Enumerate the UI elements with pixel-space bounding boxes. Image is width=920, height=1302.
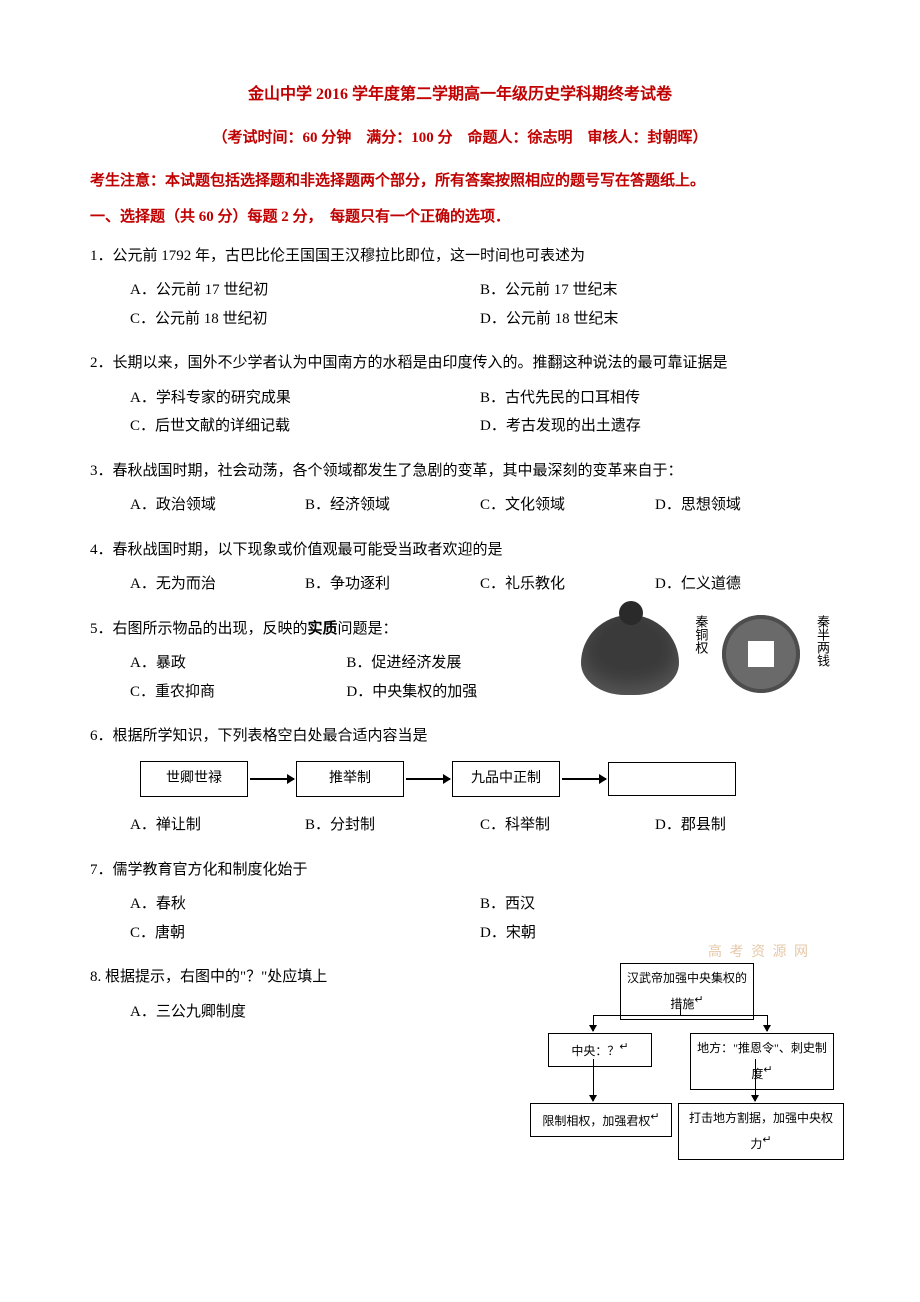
diagram-root: 汉武帝加强中央集权的措施↵ (620, 963, 754, 1020)
q5-stem-post: 问题是： (338, 621, 398, 637)
exam-notice: 考生注意：本试题包括选择题和非选择题两个部分，所有答案按照相应的题号写在答题纸上… (90, 167, 830, 196)
q2-opt-b: B．古代先民的口耳相传 (480, 384, 830, 413)
q7-opt-b: B．西汉 (480, 890, 830, 919)
q2-opt-a: A．学科专家的研究成果 (130, 384, 480, 413)
section-heading: 一、选择题（共 60 分）每题 2 分， 每题只有一个正确的选项． (90, 203, 830, 232)
q3-opt-a: A．政治领域 (130, 491, 305, 520)
q1-opt-c: C．公元前 18 世纪初 (130, 305, 480, 334)
q7-opt-a: A．春秋 (130, 890, 480, 919)
q6-flowchart: 世卿世禄 推举制 九品中正制 (90, 761, 830, 798)
q5-options: A．暴政B．促进经济发展 C．重农抑商D．中央集权的加强 (90, 649, 563, 706)
qin-weight-image (581, 615, 679, 695)
q6-opt-a: A．禅让制 (130, 811, 305, 840)
q3-stem: 3．春秋战国时期，社会动荡，各个领域都发生了急剧的变革，其中最深刻的变革来自于： (90, 457, 830, 486)
q4-opt-d: D．仁义道德 (655, 570, 830, 599)
q7-opt-c: C．唐朝 (130, 919, 480, 948)
flow-box-3: 九品中正制 (452, 761, 560, 798)
q4-options: A．无为而治 B．争功逐利 C．礼乐教化 D．仁义道德 (90, 570, 830, 599)
q1-opt-d: D．公元前 18 世纪末 (480, 305, 830, 334)
question-2: 2．长期以来，国外不少学者认为中国南方的水稻是由印度传入的。推翻这种说法的最可靠… (90, 349, 830, 441)
q5-opt-b: B．促进经济发展 (346, 649, 562, 678)
q4-stem: 4．春秋战国时期，以下现象或价值观最可能受当政者欢迎的是 (90, 536, 830, 565)
exam-subtitle: （考试时间：60 分钟 满分：100 分 命题人：徐志明 审核人：封朝晖） (90, 124, 830, 153)
q8-opt-a: A．三公九卿制度 (90, 998, 510, 1027)
arrow-icon (562, 778, 606, 780)
qin-weight-label: 秦铜权 (693, 615, 709, 654)
q5-opt-c: C．重农抑商 (130, 678, 346, 707)
diagram-right-1: 地方："推恩令"、刺史制度↵ (690, 1033, 834, 1090)
q5-opt-a: A．暴政 (130, 649, 346, 678)
question-4: 4．春秋战国时期，以下现象或价值观最可能受当政者欢迎的是 A．无为而治 B．争功… (90, 536, 830, 599)
q2-opt-d: D．考古发现的出土遗存 (480, 412, 830, 441)
q6-options: A．禅让制 B．分封制 C．科举制 D．郡县制 (90, 811, 830, 840)
flow-box-1: 世卿世禄 (140, 761, 248, 798)
q3-opt-b: B．经济领域 (305, 491, 480, 520)
diagram-left-1: 中央：？↵ (548, 1033, 652, 1067)
arrow-icon (406, 778, 450, 780)
q6-stem: 6．根据所学知识，下列表格空白处最合适内容当是 (90, 722, 830, 751)
arrow-icon (250, 778, 294, 780)
q3-opt-c: C．文化领域 (480, 491, 655, 520)
question-5: 5．右图所示物品的出现，反映的实质问题是： A．暴政B．促进经济发展 C．重农抑… (90, 615, 830, 707)
q1-options: A．公元前 17 世纪初B．公元前 17 世纪末 C．公元前 18 世纪初D．公… (90, 276, 830, 333)
q4-opt-c: C．礼乐教化 (480, 570, 655, 599)
qin-coin-image (722, 615, 800, 693)
watermark: 高 考 资 源 网 (708, 940, 810, 967)
qin-coin-label: 秦半两钱 (814, 615, 830, 667)
q2-options: A．学科专家的研究成果B．古代先民的口耳相传 C．后世文献的详细记载D．考古发现… (90, 384, 830, 441)
q1-opt-b: B．公元前 17 世纪末 (480, 276, 830, 305)
q7-stem: 7．儒学教育官方化和制度化始于 (90, 856, 830, 885)
q1-opt-a: A．公元前 17 世纪初 (130, 276, 480, 305)
question-6: 6．根据所学知识，下列表格空白处最合适内容当是 世卿世禄 推举制 九品中正制 A… (90, 722, 830, 840)
q5-opt-d: D．中央集权的加强 (346, 678, 562, 707)
q2-stem: 2．长期以来，国外不少学者认为中国南方的水稻是由印度传入的。推翻这种说法的最可靠… (90, 349, 830, 378)
q5-stem-pre: 5．右图所示物品的出现，反映的 (90, 621, 308, 637)
exam-title: 金山中学 2016 学年度第二学期高一年级历史学科期终考试卷 (90, 80, 830, 110)
q5-images: 秦铜权 秦半两钱 (581, 615, 830, 695)
q6-opt-c: C．科举制 (480, 811, 655, 840)
q1-stem: 1．公元前 1792 年，古巴比伦王国国王汉穆拉比即位，这一时间也可表述为 (90, 242, 830, 271)
q3-opt-d: D．思想领域 (655, 491, 830, 520)
question-3: 3．春秋战国时期，社会动荡，各个领域都发生了急剧的变革，其中最深刻的变革来自于：… (90, 457, 830, 520)
question-8: 8. 根据提示，右图中的"？"处应填上 A．三公九卿制度 汉武帝加强中央集权的措… (90, 963, 830, 1143)
flow-box-2: 推举制 (296, 761, 404, 798)
q2-opt-c: C．后世文献的详细记载 (130, 412, 480, 441)
q3-options: A．政治领域 B．经济领域 C．文化领域 D．思想领域 (90, 491, 830, 520)
q5-stem: 5．右图所示物品的出现，反映的实质问题是： (90, 615, 563, 644)
question-1: 1．公元前 1792 年，古巴比伦王国国王汉穆拉比即位，这一时间也可表述为 A．… (90, 242, 830, 334)
diagram-left-2: 限制相权，加强君权↵ (530, 1103, 672, 1137)
q7-options: A．春秋B．西汉 C．唐朝D．宋朝 (90, 890, 830, 947)
flow-box-blank (608, 762, 736, 796)
q6-opt-b: B．分封制 (305, 811, 480, 840)
diagram-right-2: 打击地方割据，加强中央权力↵ (678, 1103, 844, 1160)
q8-stem: 8. 根据提示，右图中的"？"处应填上 (90, 963, 510, 992)
question-7: 7．儒学教育官方化和制度化始于 A．春秋B．西汉 C．唐朝D．宋朝 (90, 856, 830, 948)
q4-opt-b: B．争功逐利 (305, 570, 480, 599)
q5-stem-bold: 实质 (308, 621, 338, 637)
q6-opt-d: D．郡县制 (655, 811, 830, 840)
q8-diagram: 汉武帝加强中央集权的措施↵ 中央：？↵ 地方："推恩令"、刺史制度↵ 限制相权，… (530, 963, 830, 1143)
q4-opt-a: A．无为而治 (130, 570, 305, 599)
